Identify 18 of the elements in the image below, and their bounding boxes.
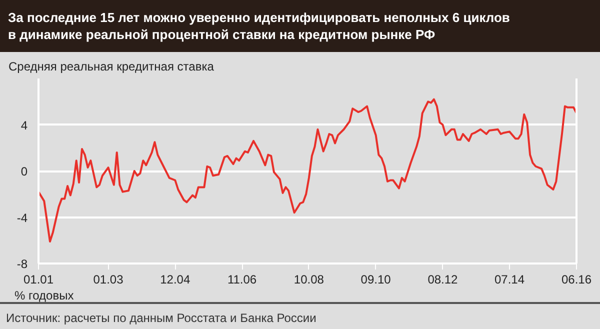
y-axis-title: Средняя реальная кредитная ставка — [8, 60, 214, 74]
x-tick-label: 12.04 — [160, 272, 190, 286]
x-tick-label: 06.16 — [561, 272, 592, 286]
chart-title: За последние 15 лет можно уверенно идентифицировать неполных 6 циклов в динамике реальной процентной ставки на кредитном рынке РФ — [8, 9, 510, 43]
line-series — [38, 98, 576, 243]
text: % годовых — [14, 288, 74, 302]
x-tick-label: 08.12 — [428, 272, 458, 286]
x-tick-label: 11.06 — [227, 272, 257, 286]
text: Источник: расчеты по данным Росстата и Банка России — [6, 310, 316, 327]
y-tick-label: 4 — [20, 118, 28, 132]
x-tick-label: 07.14 — [494, 272, 525, 286]
y-tick-label: -4 — [16, 210, 28, 225]
x-tick-label: 01.01 — [23, 272, 54, 286]
x-tick-label: 10.08 — [294, 272, 324, 286]
x-tick-label: 01.03 — [93, 272, 124, 286]
y-tick-label: 0 — [20, 164, 28, 178]
y-tick-label: -8 — [16, 257, 28, 271]
x-tick-label: 09.10 — [360, 272, 392, 286]
